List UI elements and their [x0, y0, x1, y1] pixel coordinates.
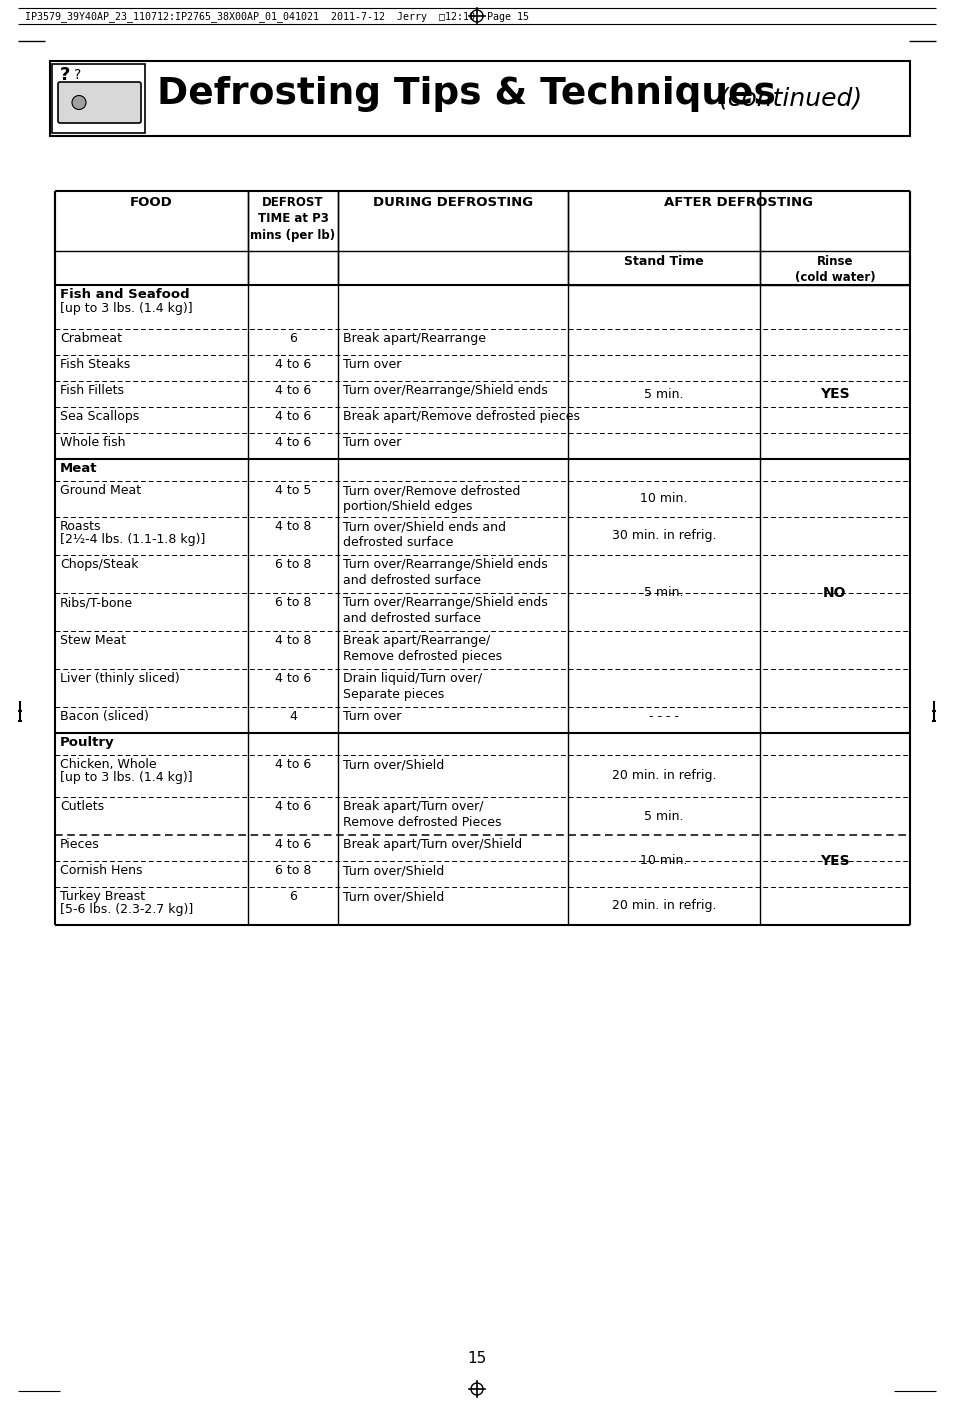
Text: [up to 3 lbs. (1.4 kg)]: [up to 3 lbs. (1.4 kg)]: [60, 772, 193, 784]
Text: 4 to 8: 4 to 8: [274, 634, 311, 647]
Text: Cornish Hens: Cornish Hens: [60, 864, 142, 877]
Text: DEFROST
TIME at P3
mins (per lb): DEFROST TIME at P3 mins (per lb): [251, 196, 335, 242]
Text: Rinse
(cold water): Rinse (cold water): [794, 254, 875, 284]
Text: Break apart/Rearrange: Break apart/Rearrange: [343, 333, 485, 345]
Text: 6 to 8: 6 to 8: [274, 595, 311, 610]
Text: 6: 6: [289, 890, 296, 902]
Text: Turn over/Shield: Turn over/Shield: [343, 757, 444, 772]
Text: Stew Meat: Stew Meat: [60, 634, 126, 647]
Text: Break apart/Turn over/
Remove defrosted Pieces: Break apart/Turn over/ Remove defrosted …: [343, 800, 501, 828]
Text: Turn over/Rearrange/Shield ends: Turn over/Rearrange/Shield ends: [343, 384, 547, 396]
Text: YES: YES: [820, 387, 849, 401]
Text: IP3579_39Y40AP_23_110712:IP2765_38X00AP_01_041021  2011-7-12  Jerry  □12:10  Pag: IP3579_39Y40AP_23_110712:IP2765_38X00AP_…: [25, 11, 529, 21]
Text: Liver (thinly sliced): Liver (thinly sliced): [60, 672, 179, 685]
Text: 20 min. in refrig.: 20 min. in refrig.: [611, 899, 716, 912]
FancyBboxPatch shape: [58, 82, 141, 124]
Text: Chops/Steak: Chops/Steak: [60, 558, 138, 571]
Text: 10 min.: 10 min.: [639, 493, 687, 506]
Text: 30 min. in refrig.: 30 min. in refrig.: [611, 530, 716, 543]
Text: Whole fish: Whole fish: [60, 436, 126, 449]
Text: Sea Scallops: Sea Scallops: [60, 411, 139, 423]
Text: Fish Fillets: Fish Fillets: [60, 384, 124, 396]
Text: 4 to 6: 4 to 6: [274, 384, 311, 396]
Text: Poultry: Poultry: [60, 736, 114, 749]
Text: Turn over: Turn over: [343, 710, 401, 723]
Text: Turn over/Rearrange/Shield ends
and defrosted surface: Turn over/Rearrange/Shield ends and defr…: [343, 558, 547, 587]
Text: 4 to 6: 4 to 6: [274, 757, 311, 772]
Text: Defrosting Tips & Techniques: Defrosting Tips & Techniques: [157, 77, 775, 112]
Text: AFTER DEFROSTING: AFTER DEFROSTING: [664, 196, 813, 209]
Text: YES: YES: [820, 854, 849, 868]
Text: Turn over/Shield: Turn over/Shield: [343, 864, 444, 877]
Text: 4 to 6: 4 to 6: [274, 672, 311, 685]
Text: Turn over/Shield: Turn over/Shield: [343, 890, 444, 902]
Bar: [50, 61, 909, 136]
Text: FOOD: FOOD: [130, 196, 172, 209]
Text: 4 to 6: 4 to 6: [274, 411, 311, 423]
Text: Roasts: Roasts: [60, 520, 101, 533]
Text: Meat: Meat: [60, 462, 97, 475]
Text: Turkey Breast: Turkey Breast: [60, 890, 145, 902]
Text: ?: ?: [74, 68, 81, 82]
Text: Bacon (sliced): Bacon (sliced): [60, 710, 149, 723]
Text: Stand Time: Stand Time: [623, 254, 703, 269]
Text: [5-6 lbs. (2.3-2.7 kg)]: [5-6 lbs. (2.3-2.7 kg)]: [60, 902, 193, 917]
Text: 5 min.: 5 min.: [643, 388, 683, 401]
Text: Ground Meat: Ground Meat: [60, 485, 141, 497]
Text: 5 min.: 5 min.: [643, 587, 683, 600]
Text: Turn over: Turn over: [343, 358, 401, 371]
Text: Crabmeat: Crabmeat: [60, 333, 122, 345]
Text: Break apart/Turn over/Shield: Break apart/Turn over/Shield: [343, 838, 521, 851]
Text: Fish and Seafood: Fish and Seafood: [60, 288, 190, 301]
Text: 4 to 6: 4 to 6: [274, 436, 311, 449]
Text: Turn over/Shield ends and
defrosted surface: Turn over/Shield ends and defrosted surf…: [343, 520, 505, 549]
Text: Fish Steaks: Fish Steaks: [60, 358, 131, 371]
Bar: [52, 64, 145, 134]
Text: DURING DEFROSTING: DURING DEFROSTING: [373, 196, 533, 209]
Circle shape: [71, 95, 86, 109]
Text: 4 to 6: 4 to 6: [274, 358, 311, 371]
Text: ?: ?: [60, 65, 71, 84]
Text: Break apart/Remove defrosted pieces: Break apart/Remove defrosted pieces: [343, 411, 579, 423]
Text: 5 min.: 5 min.: [643, 810, 683, 823]
Text: 6: 6: [289, 333, 296, 345]
Text: 4 to 5: 4 to 5: [274, 485, 311, 497]
Text: Turn over/Remove defrosted
portion/Shield edges: Turn over/Remove defrosted portion/Shiel…: [343, 485, 519, 513]
Text: NO: NO: [822, 585, 846, 600]
Text: 20 min. in refrig.: 20 min. in refrig.: [611, 770, 716, 783]
Text: 15: 15: [467, 1351, 486, 1366]
Text: 4: 4: [289, 710, 296, 723]
Text: 6 to 8: 6 to 8: [274, 864, 311, 877]
Text: 4 to 6: 4 to 6: [274, 800, 311, 813]
Text: Drain liquid/Turn over/
Separate pieces: Drain liquid/Turn over/ Separate pieces: [343, 672, 481, 701]
Text: Turn over/Rearrange/Shield ends
and defrosted surface: Turn over/Rearrange/Shield ends and defr…: [343, 595, 547, 625]
Text: Ribs/T-bone: Ribs/T-bone: [60, 595, 133, 610]
Text: (continued): (continued): [718, 87, 862, 111]
Text: Chicken, Whole: Chicken, Whole: [60, 757, 156, 772]
Text: 4 to 8: 4 to 8: [274, 520, 311, 533]
Text: [up to 3 lbs. (1.4 kg)]: [up to 3 lbs. (1.4 kg)]: [60, 303, 193, 315]
Text: 4 to 6: 4 to 6: [274, 838, 311, 851]
Text: [2½-4 lbs. (1.1-1.8 kg)]: [2½-4 lbs. (1.1-1.8 kg)]: [60, 533, 205, 546]
Text: 10 min.: 10 min.: [639, 854, 687, 867]
Text: 6 to 8: 6 to 8: [274, 558, 311, 571]
Text: - - - -: - - - -: [648, 710, 679, 723]
Text: Cutlets: Cutlets: [60, 800, 104, 813]
Text: Pieces: Pieces: [60, 838, 100, 851]
Text: Break apart/Rearrange/
Remove defrosted pieces: Break apart/Rearrange/ Remove defrosted …: [343, 634, 501, 664]
Text: Turn over: Turn over: [343, 436, 401, 449]
